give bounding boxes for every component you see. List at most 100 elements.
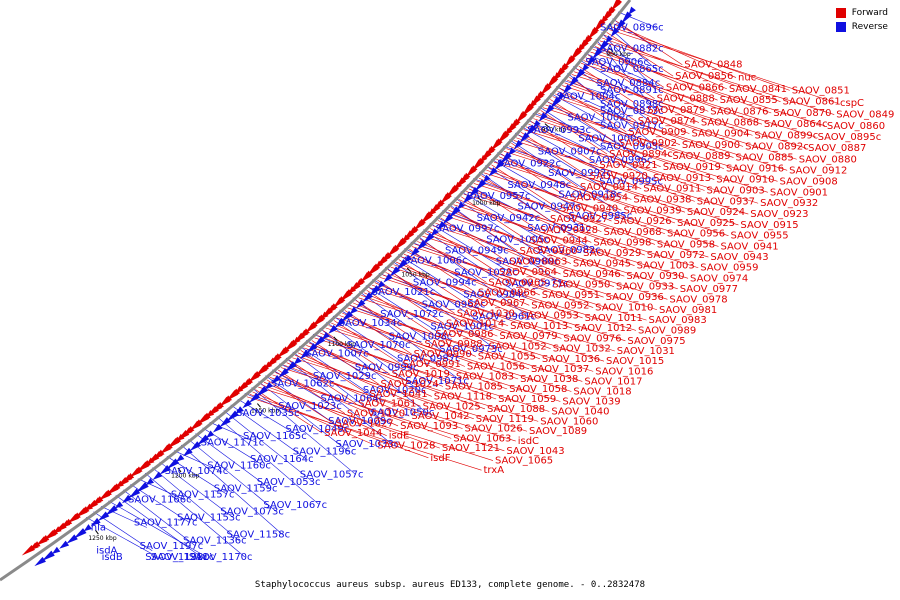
reverse-gene-label: SAOV_0891c (600, 85, 664, 96)
forward-gene-label: SAOV_0998 (593, 237, 651, 248)
forward-leader-line (566, 79, 690, 134)
reverse-feature-arrow (306, 343, 318, 354)
reverse-feature-arrow (544, 104, 555, 116)
legend-reverse: Reverse (835, 22, 888, 32)
forward-gene-label: SAOV_1120 (347, 409, 405, 420)
gene-labels: SAOV_0896c SAOV_0882c SAOV_0865c SAOV_0891c… (91, 23, 895, 563)
forward-leader-line (569, 76, 636, 122)
forward-leader-line (547, 101, 671, 157)
reverse-leader-line (617, 11, 657, 28)
reverse-gene-label: SAOV_1067c (263, 500, 327, 511)
reverse-leader-line (292, 351, 385, 422)
reverse-leader-line (520, 126, 605, 174)
forward-gene-label: nuc (738, 73, 756, 84)
forward-leader-line (550, 99, 617, 144)
scale-tick-mark (256, 403, 261, 408)
forward-gene-label: SAOV_1119 (476, 414, 534, 425)
reverse-feature-arrow (538, 112, 548, 122)
reverse-gene-label: SAOV_0931c (527, 223, 591, 234)
forward-gene-label: SAOV_0966 (478, 288, 536, 299)
forward-gene-label: SAOV_1038 (520, 374, 578, 385)
reverse-gene-label: SAOV_0996c (589, 155, 653, 166)
forward-leader-line (508, 145, 632, 200)
forward-gene-label: SAOV_0950 (552, 280, 610, 291)
forward-gene-label: trxA (484, 465, 505, 476)
reverse-feature-arrow (242, 399, 252, 409)
forward-leader-line (562, 85, 797, 160)
forward-feature-arrow (159, 444, 172, 455)
forward-gene-label: SAOV_0889 (672, 151, 730, 162)
reverse-gene-label: SAOV_1072c (380, 309, 444, 320)
forward-leader-line (414, 243, 594, 308)
forward-leader-line (424, 233, 604, 298)
reverse-feature-arrow (362, 292, 373, 303)
reverse-feature-arrow (334, 317, 346, 329)
forward-gene-label: SAOV_0915 (740, 220, 798, 231)
forward-leader-line (437, 220, 561, 275)
reverse-leader-line (561, 79, 613, 97)
reverse-leader-line (567, 72, 657, 147)
forward-gene-label: SAOV_1030 (457, 308, 515, 319)
forward-gene-label: SAOV_1011 (585, 313, 643, 324)
forward-leader-line (520, 132, 588, 177)
forward-leader-line (511, 142, 579, 188)
forward-gene-label: SAOV_0855 (720, 95, 778, 106)
reverse-gene-label: SAOV_0947c (517, 201, 581, 212)
reverse-feature-arrow (152, 471, 163, 480)
forward-gene-label: SAOV_0946 (563, 269, 621, 280)
reverse-feature-arrow (436, 221, 446, 231)
forward-leader-line (604, 34, 727, 90)
reverse-feature-arrow (145, 477, 154, 486)
forward-leader-line (261, 384, 440, 449)
reverse-gene-label: SAOV_1157c (171, 489, 235, 500)
forward-gene-label: isdF (430, 453, 450, 464)
reverse-feature-arrow (166, 458, 180, 470)
reverse-gene-label: hla (91, 522, 106, 533)
forward-feature-arrow (276, 347, 288, 358)
reverse-leader-line (152, 467, 240, 541)
forward-leader-line (488, 167, 612, 222)
reverse-leader-line (188, 439, 277, 512)
reverse-feature-arrow (605, 35, 613, 44)
forward-gene-label: SAOV_0914 (580, 182, 638, 193)
reverse-leader-line (397, 254, 478, 305)
reverse-leader-line (137, 478, 185, 500)
reverse-gene-label: SAOV_0985c (569, 211, 633, 222)
reverse-leader-line (584, 52, 653, 84)
reverse-leader-line (216, 416, 320, 506)
forward-gene-label: SAOV_0895c (818, 132, 882, 143)
scale-tick-label: 1150 kbp (251, 408, 279, 415)
reverse-gene-label: SAOV_1008c (389, 331, 453, 342)
forward-leader-line (306, 345, 486, 410)
reverse-feature-arrow (416, 240, 427, 251)
forward-gene-label: SAOV_0978 (669, 294, 727, 305)
reverse-feature-arrow (300, 350, 310, 359)
forward-gene-label: SAOV_0951 (542, 290, 600, 301)
forward-leader-line (249, 394, 429, 459)
reverse-gene-label: SAOV_1064c (321, 394, 385, 405)
forward-leader-line (269, 377, 505, 452)
reverse-feature-arrow (389, 266, 401, 277)
scale-tick-label: 1100 kbp (328, 341, 356, 348)
reverse-gene-label: SAOV_1164c (250, 454, 314, 465)
reverse-gene-label: SAOV_0957c (467, 191, 531, 202)
scale-tick-mark (608, 47, 614, 52)
reverse-gene-label: SAOV_1160c (207, 460, 271, 471)
forward-gene-label: SAOV_0924 (687, 207, 745, 218)
reverse-leader-line (258, 381, 349, 452)
reverse-gene-label: SAOV_0993c (527, 125, 591, 136)
forward-gene-label: SAOV_0927 (550, 214, 608, 225)
forward-gene-label: SAOV_0953 (521, 311, 579, 322)
forward-gene-label: SAOV_0937 (697, 196, 755, 207)
forward-gene-label: SAOV_1088 (487, 404, 545, 415)
forward-leader-line (419, 238, 487, 283)
forward-leader-line (411, 246, 647, 321)
forward-leader-line (460, 196, 528, 241)
reverse-feature-arrow (620, 11, 633, 25)
reverse-leader-line (555, 86, 624, 118)
reverse-leader-line (544, 99, 645, 161)
leader-lines (85, 11, 839, 558)
reverse-gene-label: SAOV_0973c (439, 344, 503, 355)
forward-leader-line (286, 362, 410, 417)
reverse-gene-label: SAOV_1020c (363, 385, 427, 396)
